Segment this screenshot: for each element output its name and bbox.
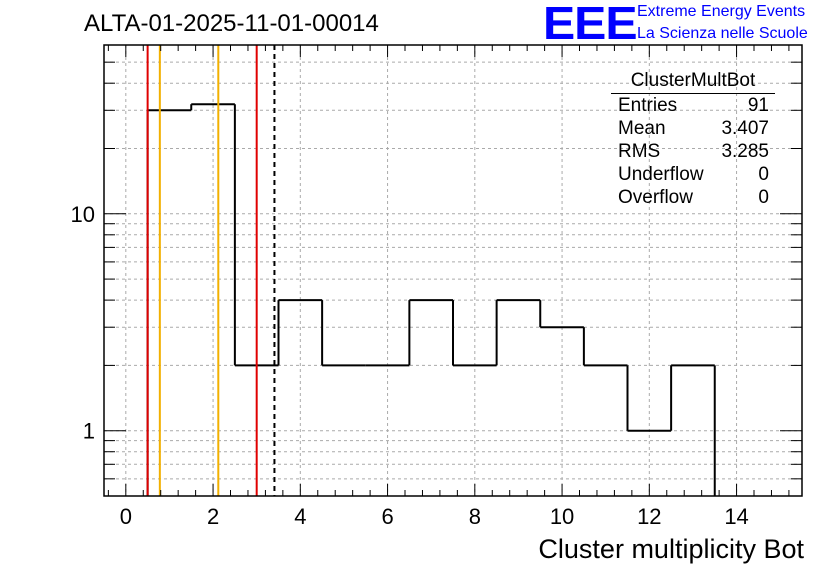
stats-row: RMS 3.285 xyxy=(611,140,775,163)
x-tick-label: 12 xyxy=(637,504,661,529)
stats-row: Mean 3.407 xyxy=(611,117,775,140)
x-tick-label: 10 xyxy=(550,504,574,529)
x-tick-label: 6 xyxy=(381,504,393,529)
plot-frame xyxy=(103,44,803,497)
stats-value: 91 xyxy=(747,95,769,116)
stats-row: Underflow 0 xyxy=(611,163,775,186)
stats-value: 0 xyxy=(758,164,769,185)
stats-label: Entries xyxy=(618,95,678,116)
logo-line-1: Extreme Energy Events xyxy=(637,3,806,20)
stats-label: Mean xyxy=(618,118,666,139)
stats-label: RMS xyxy=(618,141,661,162)
stats-value: 0 xyxy=(758,187,769,208)
stats-box-title: ClusterMultBot xyxy=(611,70,775,94)
stats-box: ClusterMultBot Entries 91 Mean 3.407 RMS… xyxy=(611,70,775,209)
eee-logo: EEE xyxy=(543,0,638,49)
y-tick-label: 1 xyxy=(83,419,95,444)
x-tick-label: 0 xyxy=(120,504,132,529)
logo-line-2: La Scienza nelle Scuole xyxy=(637,25,808,42)
stats-value: 3.407 xyxy=(721,118,769,139)
stats-row: Overflow 0 xyxy=(611,186,775,209)
stats-label: Underflow xyxy=(618,164,704,185)
x-tick-label: 2 xyxy=(207,504,219,529)
stats-row: Entries 91 xyxy=(611,94,775,117)
y-tick-label: 10 xyxy=(71,202,95,227)
x-tick-label: 8 xyxy=(469,504,481,529)
chart-title: ALTA-01-2025-11-01-00014 xyxy=(84,10,379,37)
stats-value: 3.285 xyxy=(721,141,769,162)
x-axis-label: Cluster multiplicity Bot xyxy=(538,534,804,564)
x-tick-label: 14 xyxy=(724,504,748,529)
x-tick-label: 4 xyxy=(294,504,306,529)
stats-label: Overflow xyxy=(618,187,693,208)
